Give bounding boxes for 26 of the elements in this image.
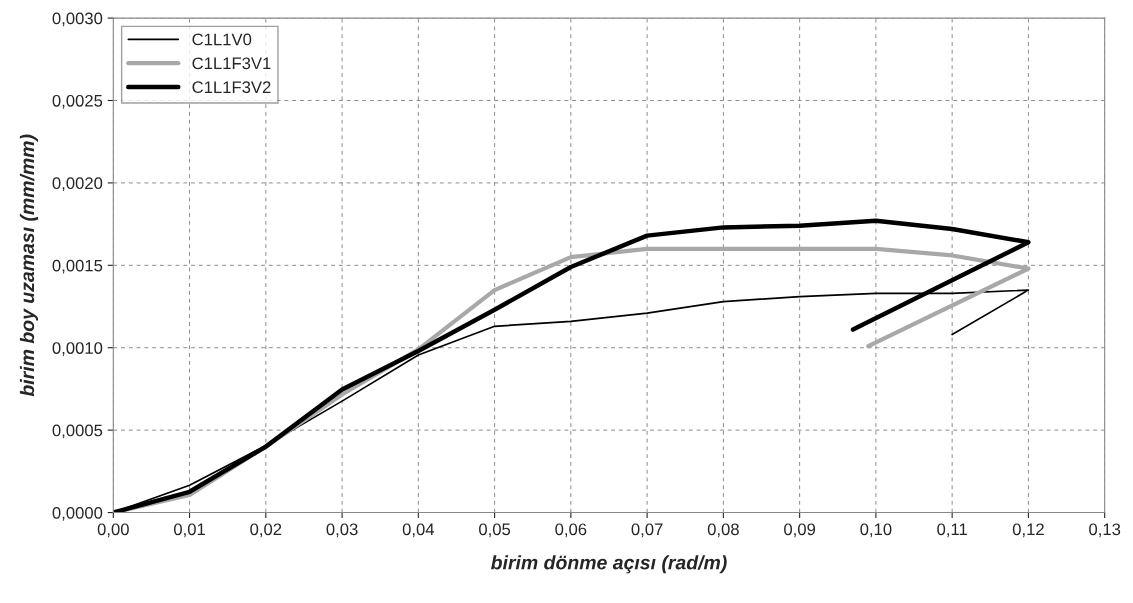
x-tick-label: 0,07	[631, 523, 663, 538]
legend-label: C1L1V0	[192, 33, 252, 46]
x-tick-label: 0,08	[707, 523, 739, 538]
y-tick-label: 0,0010	[52, 342, 103, 356]
y-axis-title: birim boy uzaması (mm/mm)	[19, 134, 39, 397]
x-tick-label: 0,09	[784, 523, 816, 538]
x-tick-label: 0,10	[860, 523, 892, 538]
x-tick-label: 0,00	[97, 523, 129, 538]
y-tick-label: 0,0000	[52, 506, 103, 521]
x-tick-label: 0,06	[555, 523, 587, 538]
y-tick-label: 0,0025	[52, 94, 103, 109]
y-tick-label: 0,0005	[52, 424, 103, 439]
y-tick-label: 0,0030	[52, 12, 103, 27]
x-tick-label: 0,01	[173, 523, 205, 538]
x-tick-label: 0,11	[937, 523, 967, 538]
legend-label: C1L1F3V2	[192, 81, 271, 94]
x-tick-label: 0,12	[1012, 523, 1044, 538]
legend-label: C1L1F3V1	[192, 57, 271, 70]
y-tick-label: 0,0015	[52, 259, 103, 274]
y-tick-label: 0,0020	[52, 177, 103, 192]
x-tick-label: 0,05	[479, 523, 511, 538]
x-tick-label: 0,04	[402, 523, 435, 538]
x-tick-label: 0,02	[250, 523, 282, 538]
x-tick-label: 0,13	[1089, 523, 1121, 538]
x-axis-title: birim dönme açısı (rad/m)	[491, 555, 727, 574]
x-tick-label: 0,03	[326, 523, 358, 538]
